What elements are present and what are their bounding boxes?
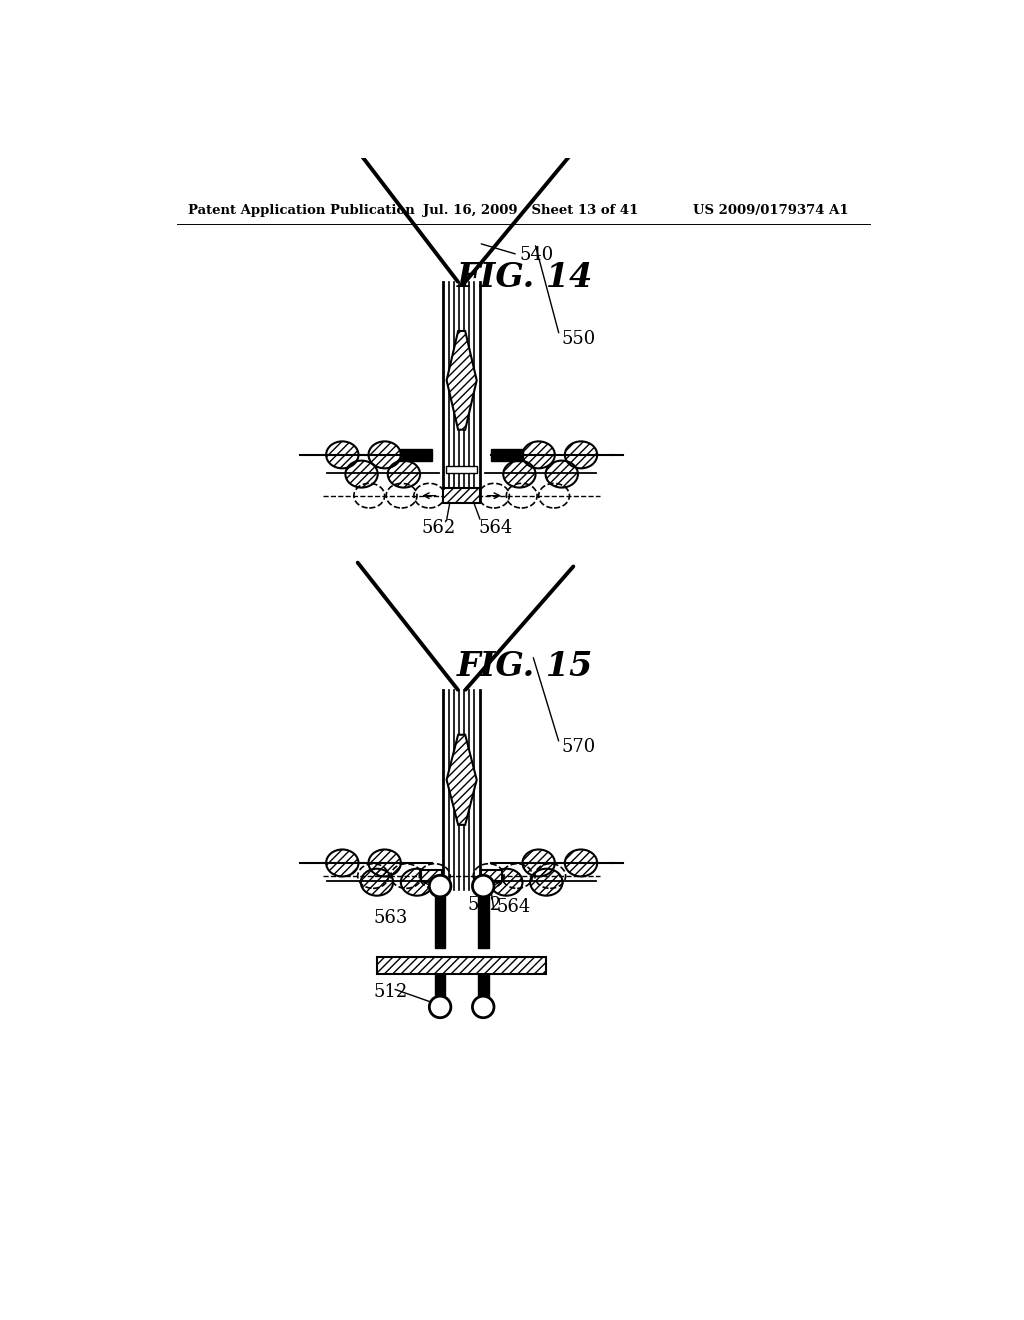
Ellipse shape [429, 875, 451, 896]
Text: 512: 512 [373, 983, 408, 1002]
Text: 562: 562 [422, 519, 456, 537]
Bar [490, 449, 523, 461]
Bar [421, 870, 442, 880]
Ellipse shape [472, 875, 494, 896]
Text: 562: 562 [468, 896, 502, 915]
Bar [435, 974, 445, 1003]
Bar [435, 890, 445, 948]
Bar [421, 870, 442, 880]
Text: 570: 570 [562, 738, 596, 756]
Text: Patent Application Publication: Patent Application Publication [188, 205, 415, 218]
Bar [478, 890, 488, 948]
Bar [446, 466, 477, 473]
Bar [443, 488, 480, 503]
Bar [478, 974, 488, 1003]
Bar [443, 488, 480, 503]
Text: FIG. 15: FIG. 15 [457, 651, 593, 684]
Text: FIG. 14: FIG. 14 [457, 261, 593, 294]
Text: 563: 563 [373, 909, 408, 928]
Text: 564: 564 [478, 519, 513, 537]
Bar [400, 449, 432, 461]
Text: Jul. 16, 2009   Sheet 13 of 41: Jul. 16, 2009 Sheet 13 of 41 [423, 205, 639, 218]
Bar [481, 870, 503, 880]
Bar [377, 957, 547, 974]
Ellipse shape [429, 997, 451, 1018]
Text: 540: 540 [519, 246, 554, 264]
Bar [481, 870, 503, 880]
Text: 550: 550 [562, 330, 596, 348]
Polygon shape [446, 331, 477, 430]
Text: 564: 564 [497, 898, 530, 916]
Ellipse shape [472, 997, 494, 1018]
Text: US 2009/0179374 A1: US 2009/0179374 A1 [692, 205, 848, 218]
Bar [377, 957, 547, 974]
Polygon shape [446, 735, 477, 825]
